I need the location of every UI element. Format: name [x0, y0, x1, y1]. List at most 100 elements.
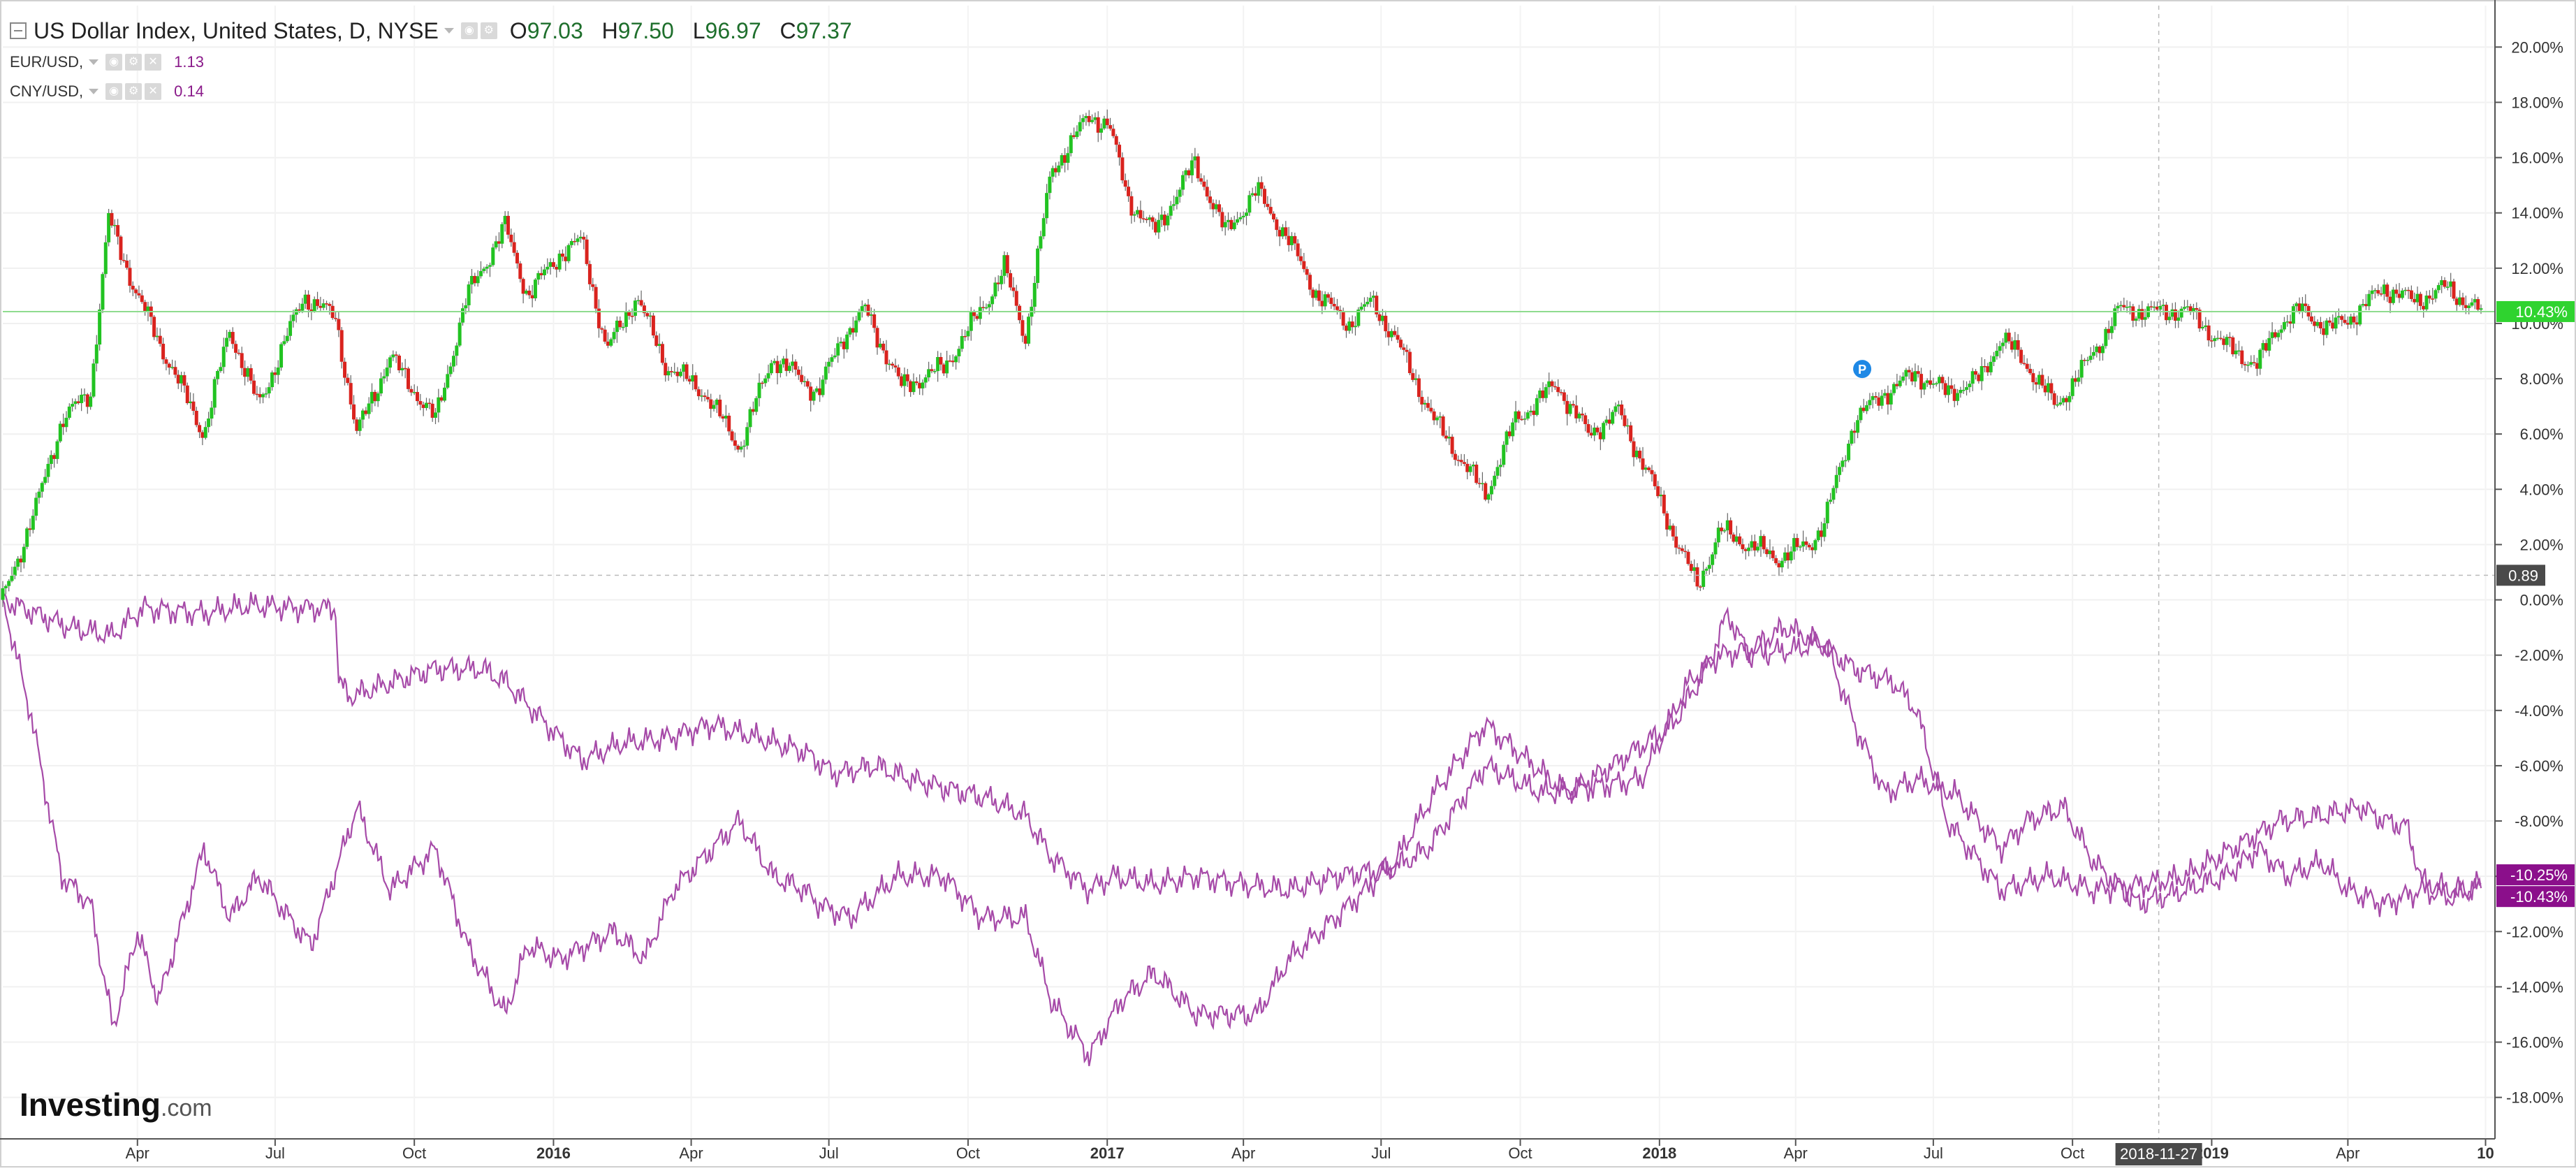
candle-up: [2282, 322, 2286, 330]
candle-down: [900, 376, 904, 386]
eye-icon[interactable]: ◉: [460, 22, 478, 39]
candle-up: [400, 368, 404, 370]
candle-down: [654, 335, 659, 347]
chevron-down-icon[interactable]: [89, 59, 99, 65]
candle-up: [700, 395, 704, 397]
investing-logo: Investing.com: [20, 1086, 212, 1123]
candle-down: [981, 307, 986, 308]
candle-up: [1577, 414, 1581, 419]
candle-down: [1623, 415, 1627, 426]
candle-down: [2131, 306, 2135, 321]
candle-up: [1, 588, 5, 600]
candle-up: [1725, 520, 1729, 530]
candle-down: [1405, 349, 1409, 352]
candle-down: [1432, 411, 1436, 421]
overlay-symbol-cnyusd[interactable]: CNY/USD,: [10, 82, 84, 100]
candle-up: [180, 375, 184, 384]
candle-up: [1702, 570, 1706, 587]
candle-up: [2095, 347, 2099, 352]
candle-up: [146, 306, 150, 312]
candle-up: [1547, 381, 1551, 388]
close-icon[interactable]: ✕: [145, 83, 162, 100]
y-axis[interactable]: 20.00%18.00%16.00%14.00%12.00%10.00%8.00…: [2494, 0, 2575, 1139]
candle-up: [1859, 407, 1863, 421]
candle-up: [2367, 293, 2371, 307]
candle-down: [1653, 474, 1657, 486]
candle-down: [2409, 290, 2413, 299]
candle-up: [715, 400, 719, 405]
eye-icon[interactable]: ◉: [105, 54, 123, 71]
candle-down: [1072, 135, 1076, 138]
candle-up: [288, 321, 293, 336]
candle-up: [678, 372, 682, 377]
candle-up: [67, 406, 71, 418]
candle-down: [551, 262, 555, 268]
candle-up: [2391, 289, 2395, 303]
candle-down: [2209, 340, 2213, 342]
candle-down: [1465, 463, 1470, 472]
candle-down: [2273, 332, 2277, 337]
x-tick-label: Oct: [402, 1144, 426, 1162]
gear-icon[interactable]: ⚙: [125, 83, 142, 100]
candle-up: [1611, 412, 1615, 424]
candle-up: [189, 401, 193, 403]
candle-down: [1308, 275, 1312, 290]
candle-up: [246, 368, 250, 377]
candle-up: [2001, 342, 2005, 347]
candle-up: [912, 381, 916, 393]
candle-up: [1734, 536, 1739, 542]
candle-down: [1211, 203, 1215, 210]
candle-down: [1187, 170, 1191, 175]
candle-down: [696, 389, 701, 397]
price-label-main-text: 10.43%: [2515, 303, 2568, 321]
candle-up: [2079, 360, 2084, 378]
candle-up: [824, 366, 828, 380]
overlay-symbol-eurusd[interactable]: EUR/USD,: [10, 53, 84, 71]
collapse-icon[interactable]: [10, 22, 27, 39]
chevron-down-icon[interactable]: [444, 28, 454, 34]
candle-down: [394, 354, 398, 356]
candle-down: [1771, 551, 1775, 558]
x-axis[interactable]: Apr Jul Oct 2016 Apr Jul Oct 2017 Apr Jul Oct 2018 A…: [0, 1138, 2495, 1165]
candle-up: [458, 322, 462, 346]
candle-down: [606, 341, 610, 346]
candle-down: [639, 300, 643, 306]
candle-down: [243, 368, 247, 377]
candle-up: [1371, 296, 1375, 298]
candle-up: [763, 378, 768, 384]
candle-up: [548, 262, 552, 267]
candle-down: [1398, 340, 1403, 348]
candle-down: [905, 374, 909, 381]
candle-down: [2098, 347, 2102, 354]
candle-up: [1913, 371, 1917, 381]
candle-up: [827, 361, 831, 367]
candle-up: [1850, 430, 1854, 444]
candle-up: [276, 368, 280, 375]
chevron-down-icon[interactable]: [89, 89, 99, 94]
candle-up: [863, 304, 868, 307]
gear-icon[interactable]: ⚙: [480, 22, 497, 39]
main-series-title[interactable]: US Dollar Index, United States, D, NYSE: [34, 17, 439, 43]
candle-down: [1916, 371, 1920, 374]
candle-down: [1629, 425, 1633, 442]
candle-up: [1486, 494, 1491, 500]
candle-up: [25, 528, 29, 547]
candle-up: [107, 212, 111, 242]
candle-up: [1965, 387, 1969, 390]
eye-icon[interactable]: ◉: [105, 83, 123, 100]
gear-icon[interactable]: ⚙: [125, 54, 142, 71]
candle-up: [1099, 128, 1104, 133]
candle-down: [1259, 182, 1264, 189]
candle-down: [669, 371, 673, 372]
candle-up: [228, 332, 232, 338]
candle-up: [1934, 383, 1938, 385]
close-icon[interactable]: ✕: [145, 54, 162, 71]
candle-down: [1541, 390, 1545, 398]
candle-down: [891, 363, 895, 366]
overlay-value-cnyusd: 0.14: [174, 82, 204, 100]
candle-up: [1834, 474, 1838, 488]
candle-down: [709, 399, 713, 409]
